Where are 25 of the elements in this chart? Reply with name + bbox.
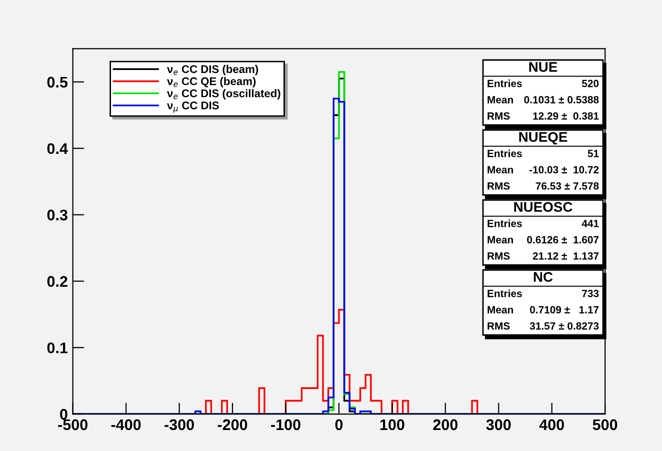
y-tick-label: 0.3 xyxy=(47,210,68,220)
x-tick-label: 200 xyxy=(433,419,458,430)
text: NUE Entries 520 Mean 0.1031 ± 0.5388 RMS 12.29 ± 0.381 xyxy=(488,62,599,120)
text: NC Entries 733 Mean 0.7109 ± 1.17 RMS 31.57 ± 0.8273 xyxy=(488,272,599,330)
legend-label: ν$_{e}$ CC DIS (oscillated) xyxy=(166,89,280,100)
x-tick-label: 0 xyxy=(335,419,343,430)
y-tick-label: 0.2 xyxy=(47,276,68,287)
x-tick-label: -200 xyxy=(218,419,248,430)
x-tick-label: -300 xyxy=(164,419,194,430)
text: NUEQE Entries 51 Mean -10.03 ± 10.72 RMS 76.53 ± 7.578 xyxy=(488,132,599,190)
text: NUEOSC Entries 441 Mean 0.6126 ± 1.607 RMS 21.12 ± 1.137 xyxy=(488,202,599,260)
x-tick-label: 500 xyxy=(592,419,618,430)
y-tick-label: 0.5 xyxy=(47,76,68,88)
y-tick-label: 0 xyxy=(60,408,68,420)
legend-label: ν$_{e}$ CC QE (beam) xyxy=(166,77,256,88)
x-tick-label: -500 xyxy=(58,419,88,430)
y-tick-label: 0.4 xyxy=(47,143,68,154)
legend-label: ν$_{e}$ CC DIS (beam) xyxy=(166,64,258,76)
legend-label: ν$_{μ}$ CC DIS xyxy=(166,102,219,113)
y-tick-label: 0.1 xyxy=(47,342,68,354)
x-tick-label: -400 xyxy=(111,419,141,430)
x-tick-label: 100 xyxy=(380,419,404,430)
x-tick-label: 300 xyxy=(486,419,511,430)
x-tick-label: -100 xyxy=(271,419,300,430)
x-tick-label: 400 xyxy=(539,419,564,430)
